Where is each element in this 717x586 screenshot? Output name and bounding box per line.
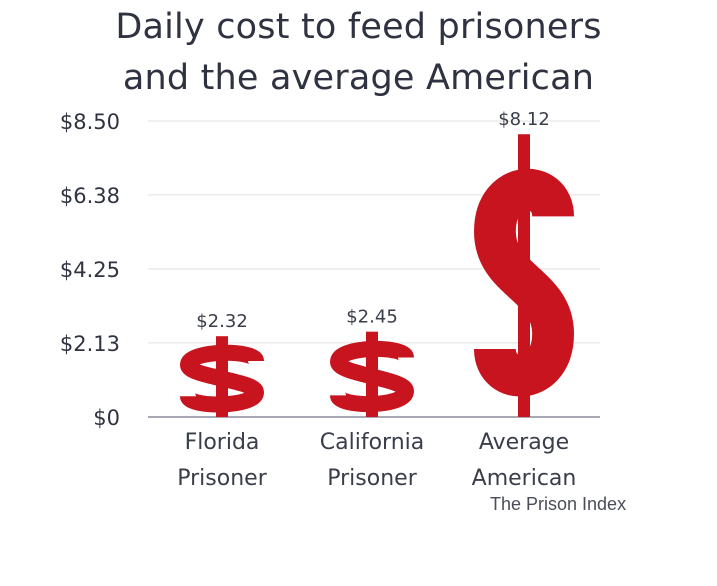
chart-title-line-2: and the average American bbox=[122, 58, 595, 98]
data-label: $8.12 bbox=[498, 109, 550, 130]
category-label: Prisoner bbox=[177, 466, 267, 491]
dollar-s-curve bbox=[474, 168, 574, 397]
chart-title: Daily cost to feed prisoners and the ave… bbox=[0, 2, 717, 104]
dollar-s-curve bbox=[179, 344, 265, 413]
data-label: $2.32 bbox=[196, 311, 248, 332]
y-tick-label: $6.38 bbox=[60, 184, 120, 208]
category-label: American bbox=[472, 466, 577, 491]
category-label: California bbox=[320, 430, 424, 455]
y-axis-ticks: $0 $2.13 $4.25 $6.38 $8.50 bbox=[60, 110, 120, 430]
y-tick-label: $2.13 bbox=[60, 332, 120, 356]
chart-title-line-1: Daily cost to feed prisoners bbox=[115, 7, 602, 47]
category-label: Average bbox=[479, 430, 569, 455]
bars bbox=[179, 134, 574, 417]
bar-dollar-sign bbox=[329, 331, 415, 417]
category-label: Florida bbox=[185, 430, 260, 455]
dollar-s-curve bbox=[329, 340, 415, 412]
y-tick-label: $4.25 bbox=[60, 258, 120, 282]
y-tick-label: $0 bbox=[93, 406, 120, 430]
source-credit: The Prison Index bbox=[490, 494, 627, 514]
bar-dollar-sign bbox=[179, 336, 265, 417]
y-tick-label: $8.50 bbox=[60, 110, 120, 134]
data-labels: $2.32 $2.45 $8.12 bbox=[196, 109, 550, 332]
bar-dollar-sign bbox=[474, 134, 574, 417]
x-axis-categories: Florida Prisoner California Prisoner Average… bbox=[177, 430, 576, 491]
category-label: Prisoner bbox=[327, 466, 417, 491]
data-label: $2.45 bbox=[346, 307, 398, 328]
